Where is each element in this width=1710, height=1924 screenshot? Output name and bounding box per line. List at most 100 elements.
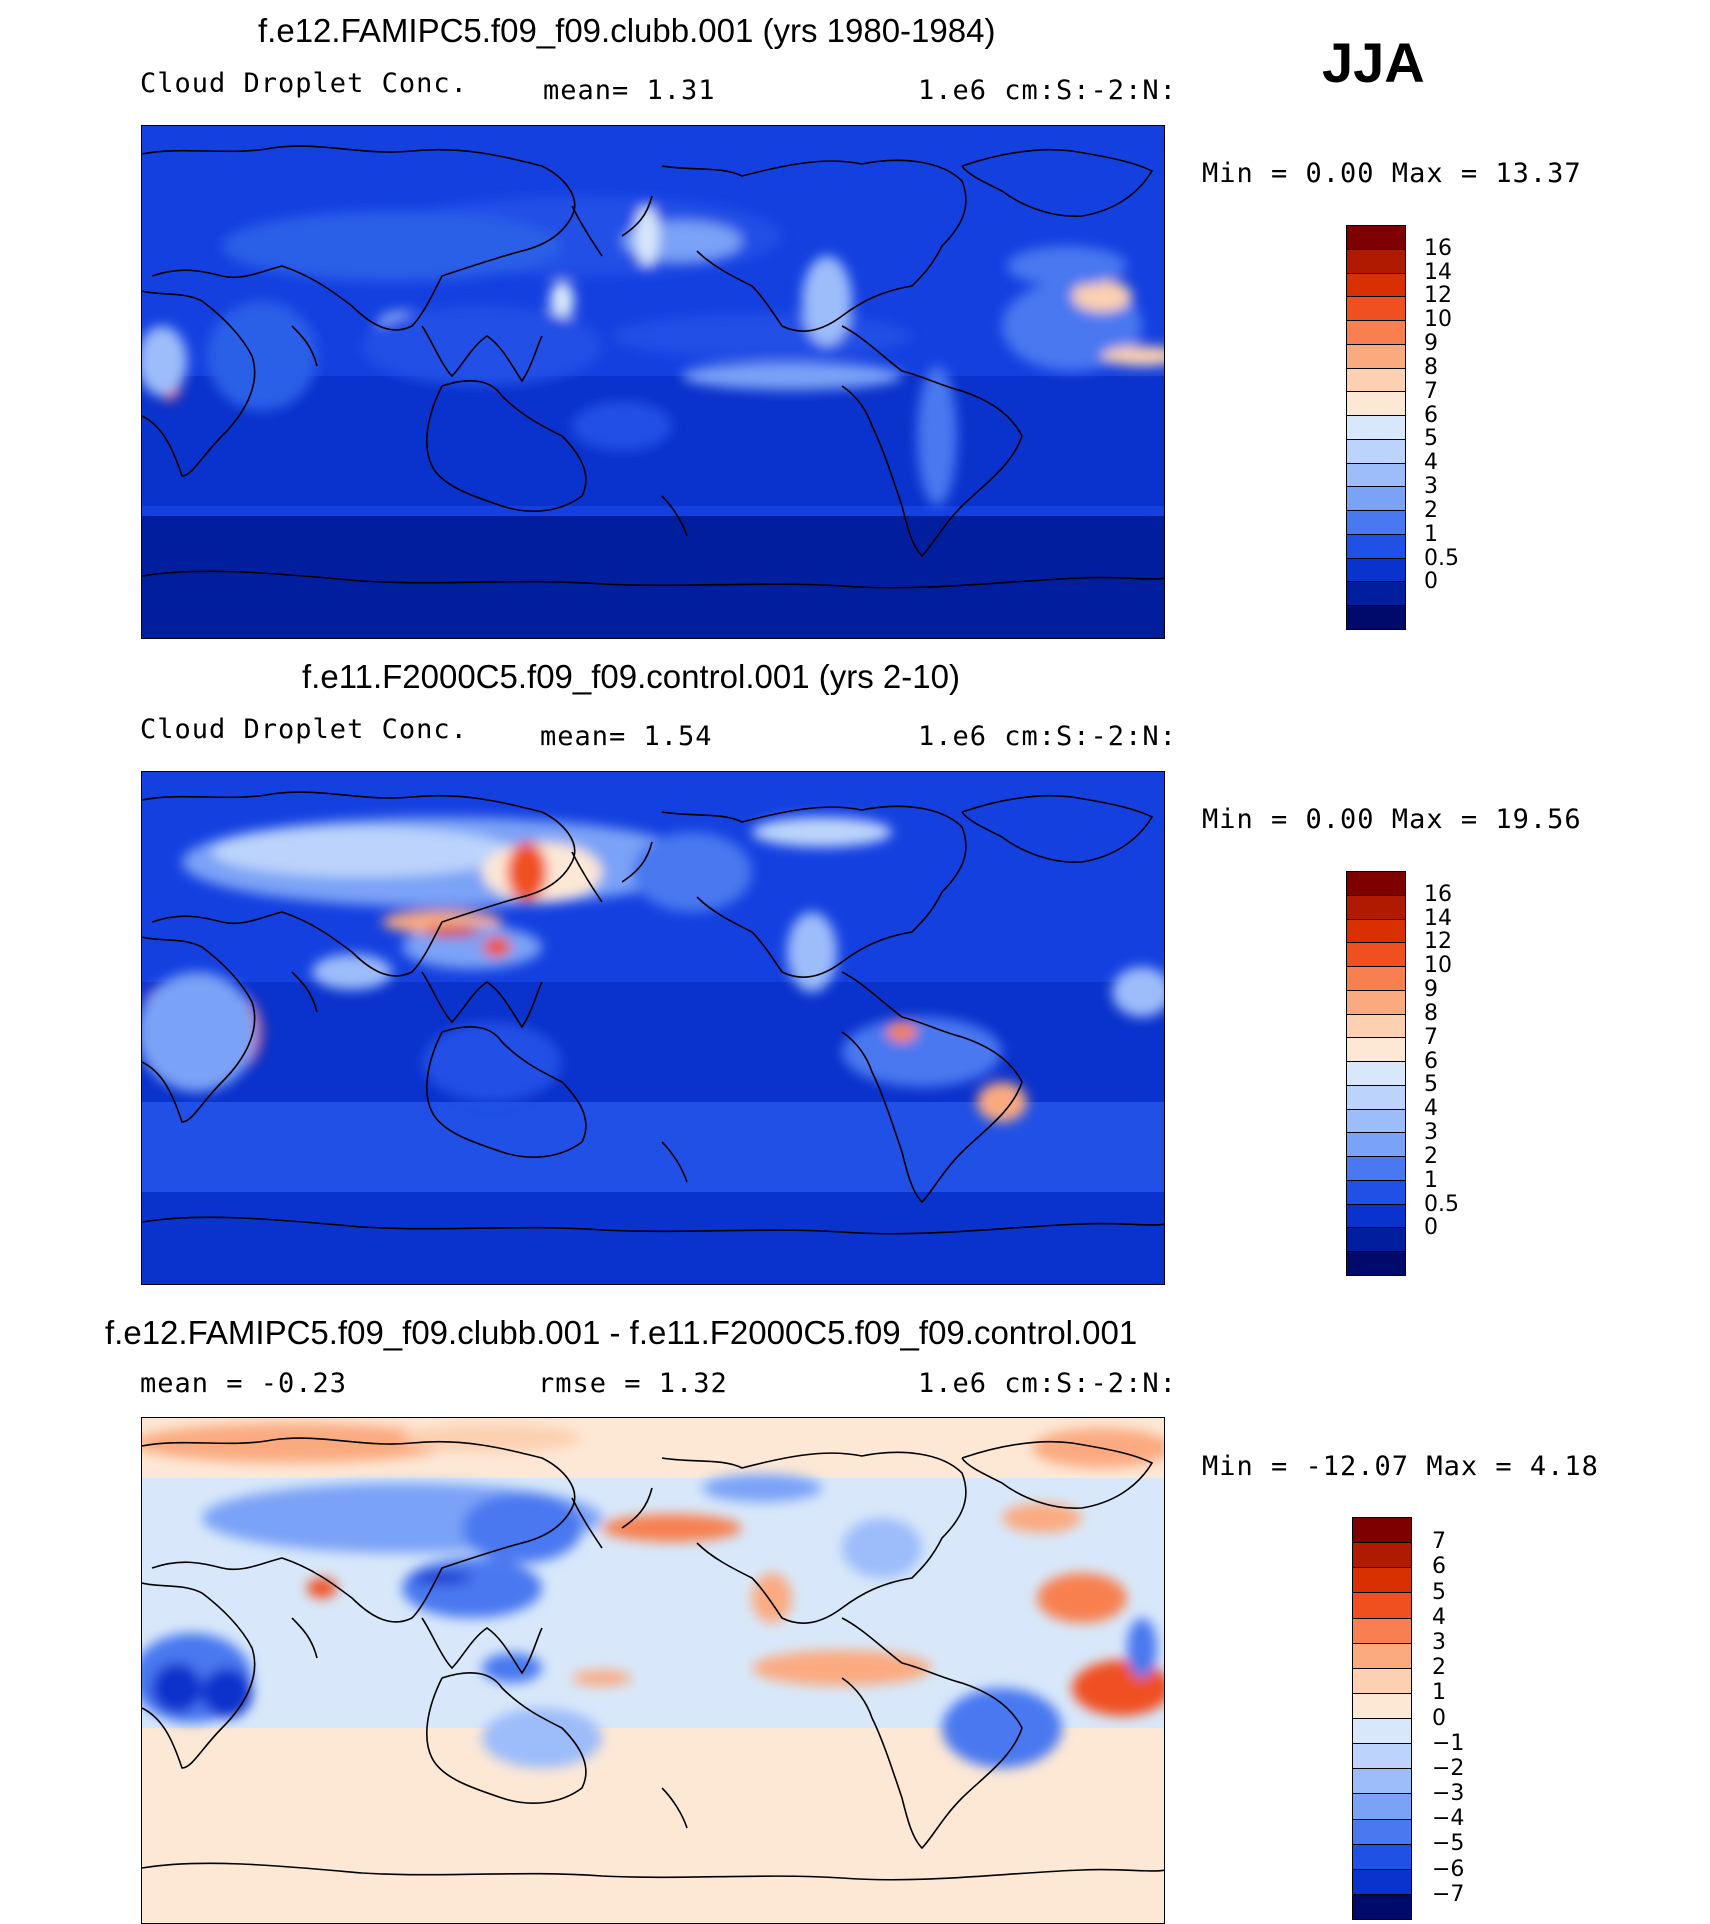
colorbar-segment [1347,392,1405,417]
panel-1-map-field [142,126,1164,638]
colorbar-segment [1347,487,1405,512]
panel-3-title: f.e12.FAMIPC5.f09_f09.clubb.001 - f.e11.… [105,1314,1138,1351]
panel-1-units: 1.e6 cm:S:-2:N: [918,75,1177,106]
colorbar-segment [1347,321,1405,345]
panel-2-units: 1.e6 cm:S:-2:N: [918,721,1177,752]
colorbar-label: 2 [1432,1655,1446,1681]
panel-2-title: f.e11.F2000C5.f09_f09.control.001 (yrs 2… [302,658,960,695]
colorbar-label: 3 [1424,474,1438,500]
colorbar-segment [1347,1204,1405,1229]
panel-3-minmax: Min = -12.07 Max = 4.18 [1202,1451,1599,1482]
colorbar-segment [1347,582,1405,607]
colorbar-label: 7 [1432,1529,1446,1555]
panel-2-map [141,771,1165,1285]
colorbar-segment [1347,1085,1405,1110]
colorbar-segment [1347,990,1405,1015]
colorbar-segment [1347,511,1405,535]
colorbar-segment [1347,1062,1405,1086]
colorbar-label: −6 [1432,1856,1465,1882]
colorbar-segment [1347,967,1405,991]
panel-3-colorbar [1352,1517,1412,1920]
colorbar-label: −3 [1432,1781,1465,1807]
panel-3-rmse: rmse = 1.32 [538,1368,728,1399]
colorbar-segment [1347,1180,1405,1205]
colorbar-label: −4 [1432,1806,1465,1832]
colorbar-label: 10 [1424,953,1452,979]
colorbar-label: 4 [1424,450,1438,476]
colorbar-segment [1347,1014,1405,1039]
colorbar-segment [1347,368,1405,393]
colorbar-label: −5 [1432,1831,1465,1857]
colorbar-label: 14 [1424,905,1452,931]
colorbar-label: 4 [1432,1604,1446,1630]
colorbar-label: 12 [1424,929,1452,955]
colorbar-label: −7 [1432,1881,1465,1907]
panel-1-colorbar-labels: 16 14 12 10 9 8 7 6 5 4 3 2 1 0.5 0 [1424,225,1504,630]
panel-1-mean: mean= 1.31 [543,75,716,106]
colorbar-segment [1347,1109,1405,1134]
colorbar-label: 1 [1424,1167,1438,1193]
colorbar-segment [1347,416,1405,440]
colorbar-segment [1347,1252,1405,1276]
panel-3-colorbar-labels: 7 6 5 4 3 2 1 0 −1 −2 −3 −4 −5 −6 −7 [1432,1517,1512,1920]
colorbar-label: 14 [1424,259,1452,285]
colorbar-label: 3 [1424,1120,1438,1146]
colorbar-segment [1347,895,1405,920]
colorbar-label: 8 [1424,354,1438,380]
colorbar-label: 16 [1424,881,1452,907]
colorbar-segment [1353,1769,1411,1795]
panel-2-map-field [142,772,1164,1284]
colorbar-segment [1353,1819,1411,1845]
colorbar-label: 2 [1424,497,1438,523]
colorbar-segment [1353,1693,1411,1719]
colorbar-label: 7 [1424,1024,1438,1050]
colorbar-label: −1 [1432,1730,1465,1756]
colorbar-segment [1347,1038,1405,1063]
panel-3-mean: mean = -0.23 [140,1368,348,1399]
colorbar-segment [1347,439,1405,464]
colorbar-segment [1347,226,1405,250]
colorbar-segment [1347,273,1405,298]
colorbar-segment [1347,558,1405,583]
colorbar-segment [1347,919,1405,944]
colorbar-label: 4 [1424,1096,1438,1122]
colorbar-label: 5 [1424,1072,1438,1098]
colorbar-segment [1347,297,1405,322]
colorbar-label: 1 [1432,1680,1446,1706]
panel-2-mean: mean= 1.54 [540,721,713,752]
colorbar-label: 0.5 [1424,1191,1459,1217]
colorbar-label: 6 [1432,1554,1446,1580]
colorbar-label: 3 [1432,1629,1446,1655]
colorbar-label: 0 [1424,1215,1438,1241]
panel-2-variable: Cloud Droplet Conc. [140,714,468,745]
colorbar-segment [1353,1518,1411,1544]
panel-1-map [141,125,1165,639]
panel-1-colorbar [1346,225,1406,630]
colorbar-label: 0 [1424,569,1438,595]
colorbar-label: 9 [1424,331,1438,357]
colorbar-label: 2 [1424,1143,1438,1169]
colorbar-label: 6 [1424,402,1438,428]
colorbar-segment [1353,1844,1411,1870]
colorbar-segment [1353,1618,1411,1644]
colorbar-segment [1353,1744,1411,1770]
colorbar-segment [1353,1543,1411,1569]
colorbar-segment [1347,943,1405,968]
panel-2-minmax: Min = 0.00 Max = 19.56 [1202,804,1582,835]
colorbar-label: 16 [1424,235,1452,261]
colorbar-label: 10 [1424,307,1452,333]
colorbar-label: 5 [1432,1579,1446,1605]
colorbar-segment [1353,1668,1411,1694]
colorbar-segment [1353,1719,1411,1745]
colorbar-label: 9 [1424,977,1438,1003]
colorbar-segment [1347,872,1405,896]
panel-1-title: f.e12.FAMIPC5.f09_f09.clubb.001 (yrs 198… [258,12,996,49]
colorbar-segment [1353,1568,1411,1594]
colorbar-segment [1347,463,1405,488]
colorbar-label: 0 [1432,1705,1446,1731]
colorbar-segment [1347,249,1405,274]
colorbar-segment [1347,1228,1405,1253]
panel-1-minmax: Min = 0.00 Max = 13.37 [1202,158,1582,189]
colorbar-segment [1347,534,1405,559]
panel-3-units: 1.e6 cm:S:-2:N: [918,1368,1177,1399]
